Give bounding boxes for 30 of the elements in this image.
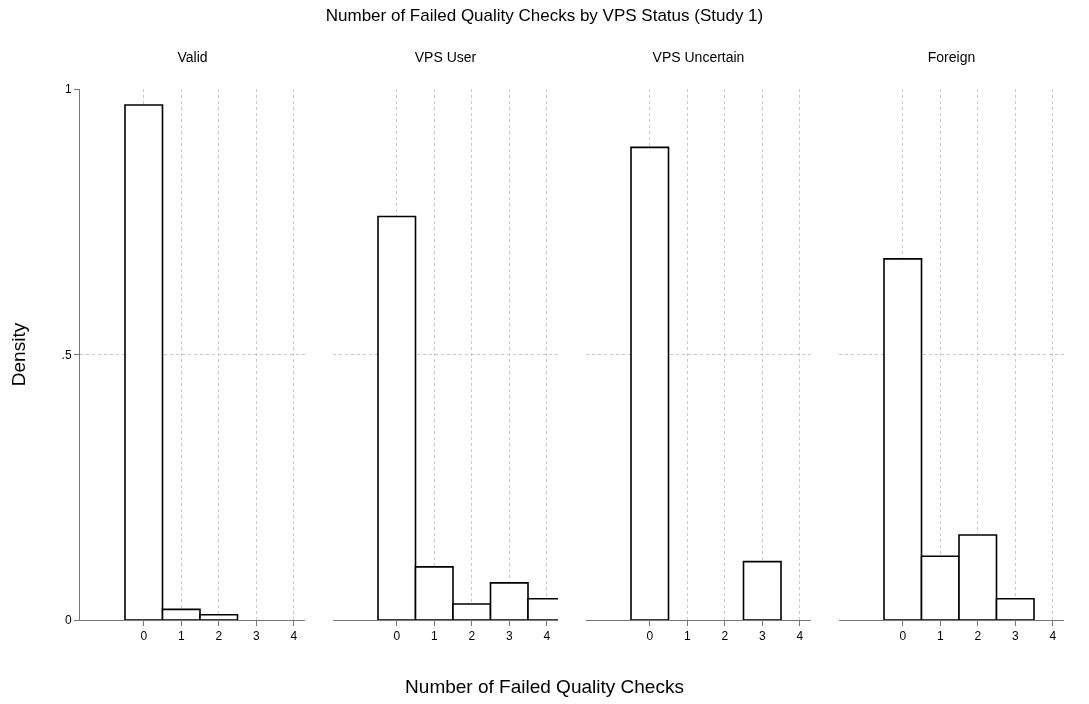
- x-tick-label: 3: [505, 629, 513, 644]
- y-tick-label: .5: [61, 347, 72, 362]
- x-tick-label: 0: [140, 629, 148, 644]
- x-tick-label: 2: [974, 629, 982, 644]
- chart-title: VPS Uncertain: [652, 48, 745, 65]
- x-tick-label: 3: [1011, 629, 1019, 644]
- y-axis-title: Density: [8, 322, 30, 387]
- x-tick-label: 2: [215, 629, 223, 644]
- x-tick-label: 0: [899, 629, 907, 644]
- x-tick-label: 4: [1049, 629, 1057, 644]
- x-tick-label: 2: [721, 629, 729, 644]
- x-tick-label: 0: [393, 629, 401, 644]
- chart-title: Valid: [177, 48, 208, 65]
- y-tick-label: 1: [64, 82, 72, 97]
- x-tick-label: 4: [290, 629, 298, 644]
- x-axis-title: Number of Failed Quality Checks: [404, 676, 685, 698]
- x-tick-label: 4: [796, 629, 804, 644]
- chart-title: Foreign: [927, 48, 976, 65]
- y-tick-label: 0: [64, 613, 72, 628]
- x-tick-label: 3: [758, 629, 766, 644]
- x-tick-label: 3: [252, 629, 260, 644]
- x-tick-label: 1: [936, 629, 944, 644]
- chart-title: VPS User: [414, 48, 477, 65]
- x-tick-label: 1: [177, 629, 185, 644]
- x-tick-label: 4: [543, 629, 551, 644]
- x-tick-label: 2: [468, 629, 476, 644]
- text: Number of Failed Quality Checks by VPS Status (Study 1): [324, 6, 765, 26]
- x-tick-label: 1: [430, 629, 438, 644]
- x-tick-label: 0: [646, 629, 654, 644]
- x-tick-label: 1: [683, 629, 691, 644]
